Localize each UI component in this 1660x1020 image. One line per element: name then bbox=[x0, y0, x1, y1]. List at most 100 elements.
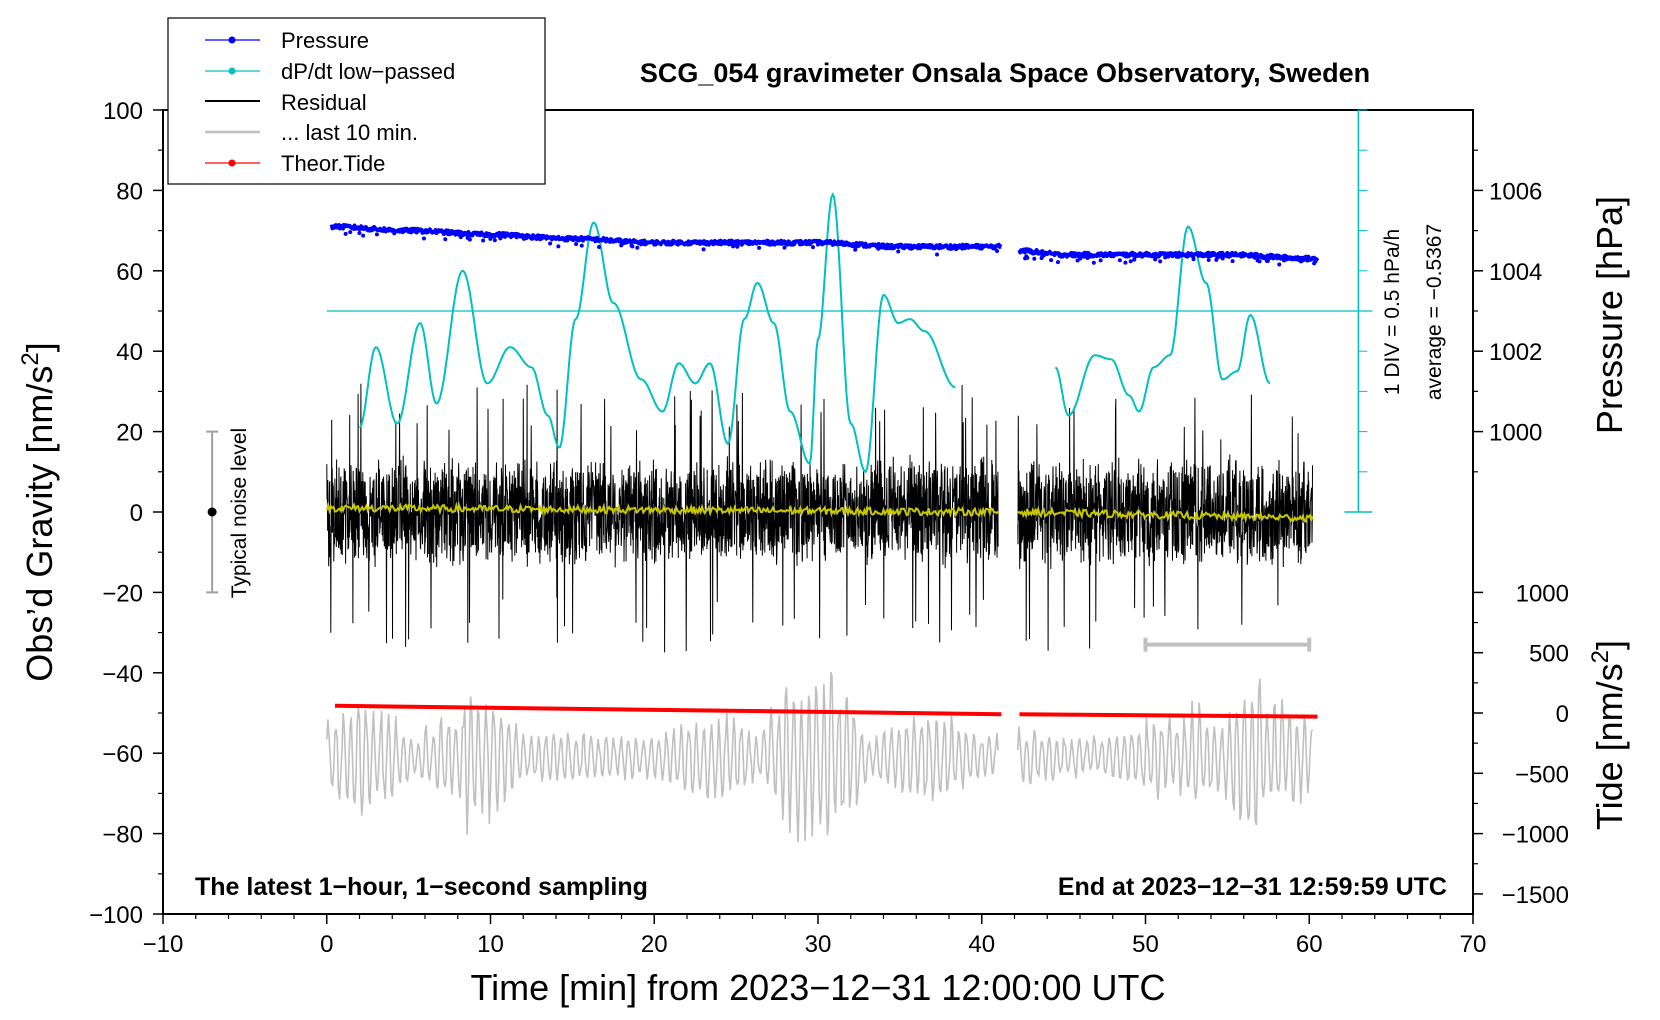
pressure-outlier-point bbox=[1153, 257, 1158, 262]
tide-line bbox=[1019, 712, 1318, 719]
pressure-outlier-point bbox=[421, 236, 426, 241]
pressure-outlier-point bbox=[810, 245, 815, 250]
y-axis-label-gravity-end: ] bbox=[19, 342, 60, 352]
dpdt-series-layer bbox=[358, 191, 1271, 474]
pressure-outlier-point bbox=[701, 247, 706, 252]
pressure-outlier-point bbox=[1163, 255, 1168, 260]
x-axis-label: Time [min] from 2023−12−31 12:00:00 UTC bbox=[470, 967, 1165, 1008]
pressure-outlier-point bbox=[635, 245, 640, 250]
pressure-outlier-point bbox=[556, 244, 561, 249]
pressure-outlier-point bbox=[574, 242, 579, 247]
last-10-min-series-layer bbox=[326, 671, 1314, 843]
noise-bar-center-dot bbox=[207, 507, 217, 517]
tide-tick-label: 0 bbox=[1556, 701, 1569, 728]
pressure-outlier-point bbox=[619, 243, 624, 248]
pressure-outlier-point bbox=[1176, 254, 1181, 259]
legend: Pressure dP/dt low−passed Residual ... l… bbox=[167, 17, 546, 185]
pressure-outlier-point bbox=[757, 245, 762, 250]
pressure-outlier-point bbox=[935, 252, 940, 257]
pressure-outlier-point bbox=[1262, 256, 1267, 261]
tide-series-layer bbox=[334, 703, 1318, 719]
pressure-outlier-point bbox=[521, 236, 526, 241]
dpdt-scale bbox=[326, 109, 1373, 513]
y-tick-label: 60 bbox=[116, 259, 143, 286]
x-axis: −10 0 10 20 30 40 50 60 70 bbox=[143, 914, 1487, 958]
legend-label-last10: ... last 10 min. bbox=[281, 120, 418, 145]
pressure-outlier-point bbox=[1252, 255, 1257, 260]
pressure-outlier-point bbox=[1039, 256, 1044, 261]
pressure-series-layer bbox=[329, 222, 1320, 267]
y-axis-label-tide-sup: 2 bbox=[1587, 650, 1614, 663]
pressure-outlier-point bbox=[458, 235, 463, 240]
y-tick-label: −40 bbox=[102, 661, 143, 688]
legend-item-last10: ... last 10 min. bbox=[205, 120, 418, 145]
legend-label-pressure: Pressure bbox=[281, 28, 369, 53]
pressure-tick-label: 1002 bbox=[1489, 339, 1542, 366]
y-axis-pressure: 1000 1002 1004 1006 bbox=[1473, 149, 1542, 473]
chart-title: SCG_054 gravimeter Onsala Space Observat… bbox=[640, 58, 1370, 88]
legend-label-residual: Residual bbox=[281, 90, 367, 115]
dpdt-line bbox=[358, 191, 956, 474]
y-tick-label: −80 bbox=[102, 822, 143, 849]
pressure-outlier-point bbox=[348, 230, 353, 235]
pressure-outlier-point bbox=[343, 231, 348, 236]
tide-tick-label: 1000 bbox=[1516, 580, 1569, 607]
legend-marker-dpdt bbox=[228, 67, 236, 75]
pressure-outlier-point bbox=[1298, 259, 1303, 264]
pressure-outlier-point bbox=[1049, 258, 1054, 263]
pressure-outlier-point bbox=[1158, 259, 1163, 264]
pressure-tick-label: 1004 bbox=[1489, 259, 1542, 286]
pressure-outlier-point bbox=[948, 246, 953, 251]
tide-line bbox=[334, 703, 1002, 717]
x-tick-label: 60 bbox=[1296, 931, 1323, 958]
y-tick-label: 0 bbox=[130, 500, 143, 527]
pressure-outlier-point bbox=[548, 241, 553, 246]
y-tick-label: 40 bbox=[116, 339, 143, 366]
y-axis-label-gravity-main: Obs’d Gravity [nm/s bbox=[19, 366, 60, 682]
pressure-line bbox=[1017, 247, 1320, 263]
residual-smoothed-layer bbox=[325, 501, 1314, 524]
annotation-bottom-right: End at 2023−12−31 12:59:59 UTC bbox=[1058, 873, 1447, 901]
x-tick-label: −10 bbox=[143, 931, 184, 958]
pressure-outlier-point bbox=[374, 232, 379, 237]
legend-item-tide: Theor.Tide bbox=[205, 151, 385, 176]
pressure-outlier-point bbox=[1024, 254, 1029, 259]
pressure-outlier-point bbox=[1032, 256, 1037, 261]
pressure-outlier-point bbox=[782, 245, 787, 250]
x-tick-label: 70 bbox=[1460, 931, 1487, 958]
pressure-outlier-point bbox=[1123, 260, 1128, 265]
pressure-outlier-point bbox=[731, 244, 736, 249]
x-tick-label: 0 bbox=[320, 931, 333, 958]
annotation-markers bbox=[206, 430, 1312, 652]
y-tick-label: 80 bbox=[116, 178, 143, 205]
dpdt-line bbox=[1054, 225, 1271, 417]
pressure-outlier-point bbox=[488, 236, 493, 241]
y-axis-label-pressure: Pressure [hPa] bbox=[1589, 196, 1630, 434]
annotation-bottom-left: The latest 1−hour, 1−second sampling bbox=[195, 873, 648, 901]
x-tick-label: 10 bbox=[477, 931, 504, 958]
y-axis-tide: −1500 −1000 −500 0 500 1000 bbox=[1473, 580, 1569, 909]
pressure-outlier-point bbox=[1091, 260, 1096, 265]
y-tick-label: −60 bbox=[102, 741, 143, 768]
pressure-outlier-point bbox=[1230, 259, 1235, 264]
pressure-outlier-point bbox=[995, 249, 1000, 254]
pressure-outlier-point bbox=[896, 249, 901, 254]
y-axis-label-tide-main: Tide [nm/s bbox=[1589, 663, 1630, 830]
pressure-outlier-point bbox=[361, 233, 366, 238]
pressure-outlier-point bbox=[498, 236, 503, 241]
legend-marker-pressure bbox=[228, 36, 236, 44]
div-label: 1 DIV = 0.5 hPa/h bbox=[1381, 229, 1404, 395]
pressure-outlier-point bbox=[1117, 258, 1122, 263]
last-10-min-line bbox=[1017, 678, 1314, 826]
pressure-outlier-point bbox=[629, 243, 634, 248]
pressure-outlier-point bbox=[1206, 258, 1211, 263]
average-label: average = −0.5367 bbox=[1423, 224, 1446, 400]
y-axis-gravity: −100 −80 −60 −40 −20 0 20 40 60 80 100 bbox=[89, 98, 163, 929]
tide-tick-label: 500 bbox=[1529, 641, 1569, 668]
pressure-outlier-point bbox=[492, 238, 497, 243]
pressure-outlier-point bbox=[443, 237, 448, 242]
legend-item-residual: Residual bbox=[205, 90, 367, 115]
x-tick-label: 30 bbox=[805, 931, 832, 958]
pressure-outlier-point bbox=[1265, 259, 1270, 264]
y-tick-label: −20 bbox=[102, 580, 143, 607]
